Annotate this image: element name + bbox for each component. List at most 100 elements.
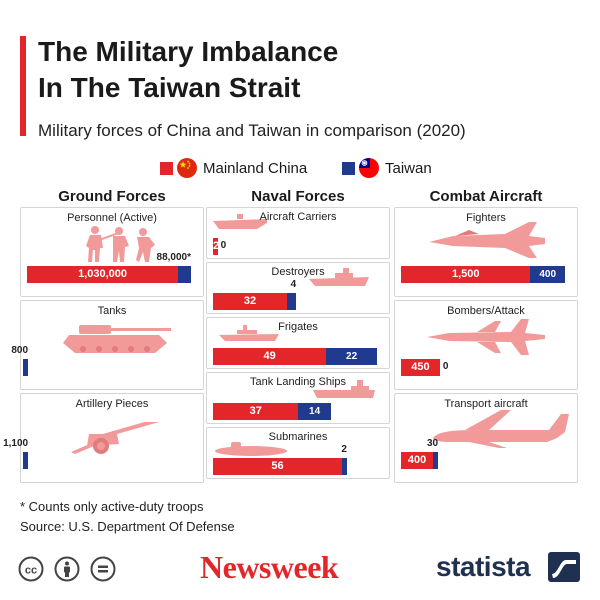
value-label-china: 32 bbox=[243, 295, 257, 307]
card-artillery: Artillery Pieces 6,300 1,100 bbox=[3, 393, 204, 483]
value-label-china: 1,030,000 bbox=[78, 268, 127, 280]
bar-china bbox=[401, 452, 434, 469]
value-label-taiwan: 0 bbox=[442, 361, 449, 372]
bar-china bbox=[213, 403, 299, 420]
bar-china bbox=[213, 238, 218, 255]
card-label: Frigates bbox=[278, 321, 318, 333]
value-label-china: 450 bbox=[411, 361, 430, 373]
frigate-icon bbox=[217, 323, 281, 343]
source-note: Source: U.S. Department Of Defense bbox=[20, 519, 235, 534]
bar-taiwan bbox=[298, 403, 331, 420]
landing-ship-icon bbox=[311, 378, 377, 400]
bar-taiwan bbox=[286, 293, 297, 310]
fighter-jet-icon bbox=[425, 220, 549, 260]
card-label: Aircraft Carriers bbox=[259, 211, 337, 223]
title-line-1: The Military Imbalance bbox=[38, 36, 339, 67]
card-frigates: Frigates 49 22 bbox=[206, 317, 390, 369]
legend-swatch-taiwan bbox=[342, 162, 355, 175]
attribution-icon[interactable] bbox=[54, 556, 80, 582]
card-transport: Transport aircraft 400 30 bbox=[394, 393, 578, 483]
value-label-taiwan: 4 bbox=[290, 279, 297, 290]
value-label-china: 6,300 bbox=[27, 454, 55, 466]
value-label-taiwan: 800 bbox=[11, 345, 29, 356]
bar-track: 49 22 bbox=[213, 348, 377, 365]
card-label: Destroyers bbox=[271, 266, 325, 278]
value-label-taiwan: 0 bbox=[220, 240, 227, 251]
value-label-china: 1,500 bbox=[451, 268, 480, 280]
card-carriers: Aircraft Carriers 2 0 bbox=[206, 207, 390, 259]
value-label-china: 6,300 bbox=[27, 361, 55, 373]
section-title-air: Combat Aircraft bbox=[429, 188, 543, 205]
bar-taiwan bbox=[433, 452, 439, 469]
bar-china bbox=[213, 293, 287, 310]
no-derivatives-icon[interactable] bbox=[90, 556, 116, 582]
title-line-2: In The Taiwan Strait bbox=[38, 72, 301, 103]
soldiers-icon bbox=[81, 224, 163, 266]
value-label-taiwan: 22 bbox=[346, 351, 358, 362]
bomber-icon bbox=[425, 315, 549, 357]
value-label-taiwan: 2 bbox=[341, 444, 347, 455]
legend-swatch-china bbox=[160, 162, 173, 175]
bar-taiwan bbox=[23, 359, 29, 376]
card-fighters: Fighters 1,500 400 bbox=[394, 207, 578, 297]
bar-track: 1,500 400 bbox=[401, 266, 565, 283]
value-label-china: 2 bbox=[213, 240, 220, 252]
card-personnel: Personnel (Active) 1,030,000 88,000* bbox=[20, 207, 204, 297]
card-landing: Tank Landing Ships 37 14 bbox=[206, 372, 390, 424]
value-label-taiwan: 14 bbox=[309, 406, 321, 417]
card-label: Artillery Pieces bbox=[75, 398, 149, 410]
card-destroyers: Destroyers 32 4 bbox=[206, 262, 390, 314]
card-tanks: Tanks 6,300 800 bbox=[11, 300, 204, 390]
section-title-ground: Ground Forces bbox=[58, 188, 166, 205]
card-label: Fighters bbox=[466, 212, 506, 224]
bar-track: 450 0 bbox=[401, 359, 565, 376]
legend-label-china: Mainland China bbox=[203, 160, 308, 177]
card-label: Transport aircraft bbox=[444, 398, 528, 410]
bar-track: 6,300 1,100 bbox=[3, 438, 191, 469]
bar-track: 37 14 bbox=[213, 403, 377, 420]
bar-track: 1,030,000 88,000* bbox=[27, 252, 191, 283]
card-submarines: Submarines 56 2 bbox=[206, 427, 390, 479]
svg-text:cc: cc bbox=[25, 565, 37, 577]
bar-taiwan bbox=[178, 266, 191, 283]
submarine-icon bbox=[213, 441, 289, 457]
statista-logo[interactable]: statista bbox=[436, 551, 531, 582]
bar-track: 6,300 800 bbox=[11, 345, 191, 376]
card-label: Personnel (Active) bbox=[67, 212, 157, 224]
value-label-taiwan: 30 bbox=[427, 438, 439, 449]
card-label: Tanks bbox=[97, 305, 127, 317]
bar-track: 400 30 bbox=[401, 438, 565, 469]
card-label: Bombers/Attack bbox=[447, 305, 525, 317]
bar-china bbox=[27, 266, 179, 283]
chart-subtitle: Military forces of China and Taiwan in c… bbox=[38, 121, 466, 140]
section-title-naval: Naval Forces bbox=[251, 188, 345, 205]
bar-china bbox=[213, 348, 327, 365]
bar-taiwan bbox=[326, 348, 377, 365]
newsweek-logo[interactable]: Newsweek bbox=[200, 549, 339, 585]
bar-china bbox=[213, 458, 342, 475]
value-label-china: 49 bbox=[263, 350, 276, 362]
creative-commons-icon[interactable]: cc bbox=[18, 556, 44, 582]
aircraft-carrier-icon bbox=[211, 213, 269, 231]
china-flag-icon bbox=[177, 158, 197, 178]
value-label-china: 400 bbox=[407, 454, 427, 466]
bar-taiwan bbox=[530, 266, 565, 283]
chart-title: The Military Imbalance In The Taiwan Str… bbox=[38, 34, 458, 106]
tank-icon bbox=[59, 321, 175, 357]
legend: Mainland China Taiwan bbox=[0, 158, 600, 180]
value-label-taiwan: 400 bbox=[539, 269, 557, 280]
value-label-china: 37 bbox=[249, 405, 262, 417]
card-label: Tank Landing Ships bbox=[249, 376, 346, 388]
value-label-taiwan: 88,000* bbox=[156, 252, 191, 263]
bar-taiwan bbox=[341, 458, 347, 475]
destroyer-icon bbox=[307, 266, 371, 288]
statista-mark-icon bbox=[548, 552, 580, 582]
bar-track: 32 4 bbox=[213, 279, 377, 310]
card-bombers: Bombers/Attack 450 0 bbox=[394, 300, 578, 390]
title-accent-bar bbox=[20, 36, 26, 136]
card-label: Submarines bbox=[268, 431, 328, 443]
bar-china bbox=[401, 359, 440, 376]
bar-taiwan bbox=[23, 452, 29, 469]
bar-china bbox=[401, 266, 531, 283]
bar-track: 56 2 bbox=[213, 444, 377, 475]
